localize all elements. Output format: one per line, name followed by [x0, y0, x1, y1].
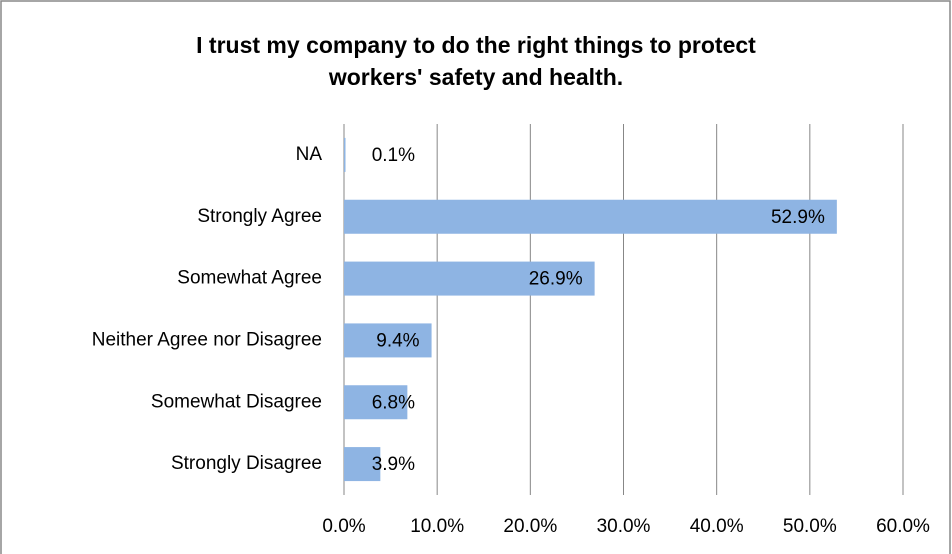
y-tick-label: Strongly Agree [197, 206, 322, 227]
y-tick-label: Strongly Disagree [171, 453, 322, 474]
data-label: 52.9% [771, 207, 825, 228]
data-label: 6.8% [372, 392, 415, 413]
data-label: 3.9% [372, 454, 415, 475]
bar [344, 261, 595, 296]
bar [344, 199, 837, 234]
y-tick-label: Neither Agree nor Disagree [92, 329, 322, 350]
x-tick-label: 30.0% [597, 516, 651, 537]
chart-title: workers' safety and health. [328, 64, 623, 90]
bar [344, 385, 408, 420]
data-label: 0.1% [372, 145, 415, 166]
bar [344, 137, 346, 172]
bar [344, 323, 432, 358]
y-tick-label: Somewhat Agree [177, 268, 322, 289]
x-tick-label: 50.0% [783, 516, 837, 537]
chart-title: I trust my company to do the right thing… [196, 32, 756, 58]
x-tick-label: 40.0% [690, 516, 744, 537]
y-tick-label: NA [296, 144, 323, 165]
data-label: 26.9% [529, 269, 583, 290]
x-tick-label: 20.0% [503, 516, 557, 537]
x-tick-label: 10.0% [410, 516, 464, 537]
x-tick-label: 0.0% [322, 516, 365, 537]
y-tick-label: Somewhat Disagree [151, 391, 322, 412]
data-label: 9.4% [376, 330, 419, 351]
x-tick-label: 60.0% [876, 516, 930, 537]
bar [344, 447, 381, 482]
